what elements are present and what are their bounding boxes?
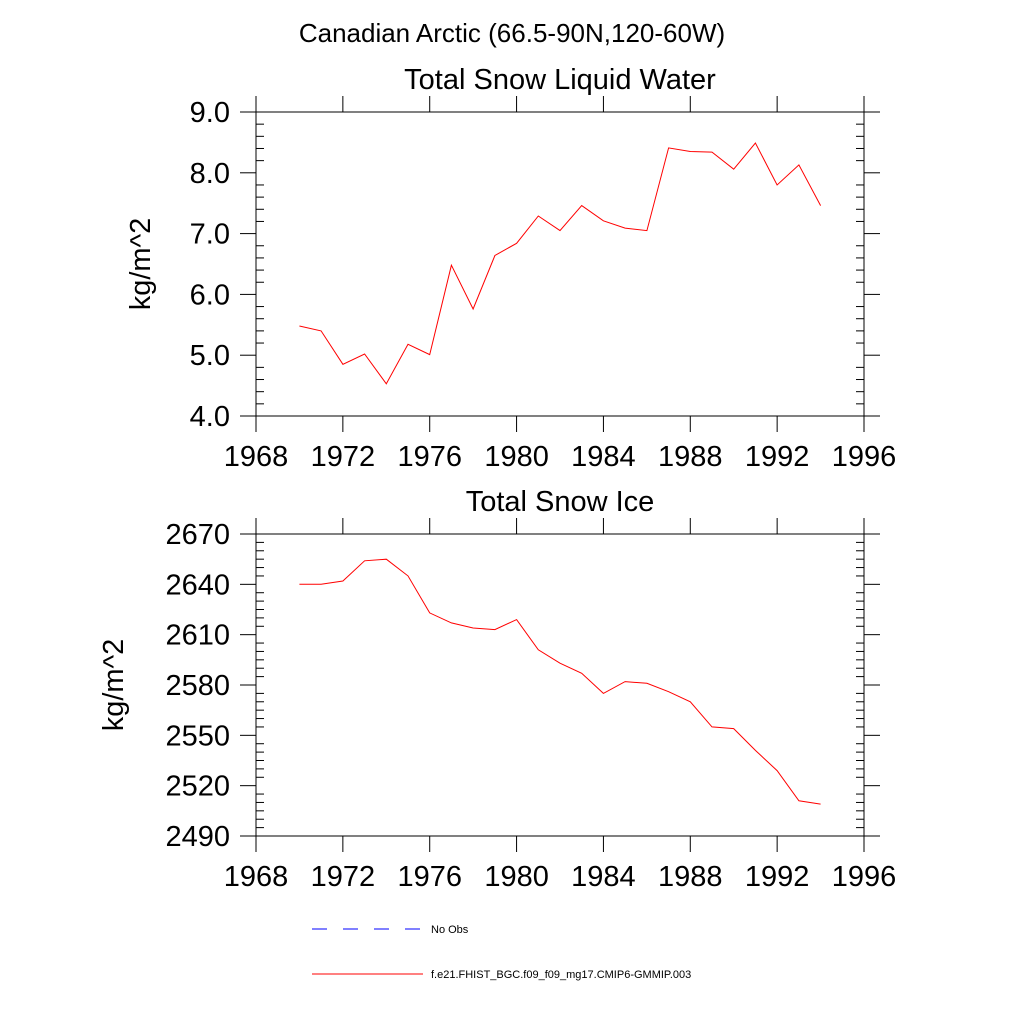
x-tick-label: 1976 — [397, 441, 462, 473]
y-tick-label: 9.0 — [190, 97, 230, 129]
x-tick-label: 1996 — [832, 441, 897, 473]
x-tick-label: 1988 — [658, 441, 723, 473]
chart-title: Total Snow Ice — [466, 486, 655, 518]
x-tick-label: 1996 — [832, 861, 897, 893]
x-tick-label: 1980 — [484, 861, 549, 893]
series-line — [299, 142, 822, 385]
y-tick-label: 2640 — [165, 569, 230, 601]
x-tick-label: 1980 — [484, 441, 549, 473]
y-tick-label: 4.0 — [190, 401, 230, 433]
y-tick-label: 2610 — [165, 620, 230, 652]
chart-panels: Total Snow Liquid Water 1968 1972 1976 1980 1… — [98, 64, 896, 893]
chart-liquid: Total Snow Liquid Water 1968 1972 1976 1980 1… — [125, 64, 896, 473]
x-tick-label: 1984 — [571, 861, 636, 893]
x-tick-label: 1988 — [658, 861, 723, 893]
x-tick-label: 1984 — [571, 441, 636, 473]
chart-title: Total Snow Liquid Water — [404, 64, 716, 96]
series-line — [299, 558, 821, 805]
x-tick-label: 1972 — [311, 861, 376, 893]
y-axis-label: kg/m^2 — [125, 218, 157, 311]
y-tick-label: 7.0 — [190, 219, 230, 251]
legend-label-model: f.e21.FHIST_BGC.f09_f09_mg17.CMIP6-GMMIP… — [431, 969, 691, 981]
x-tick-label: 1972 — [311, 441, 376, 473]
y-tick-label: 5.0 — [190, 340, 230, 372]
legend-label-no-obs: No Obs — [431, 924, 469, 936]
x-tick-label: 1992 — [745, 861, 810, 893]
y-tick-label: 6.0 — [190, 279, 230, 311]
x-tick-label: 1992 — [745, 441, 810, 473]
y-tick-label: 2550 — [165, 720, 230, 752]
x-tick-label: 1976 — [397, 861, 462, 893]
x-tick-label: 1968 — [224, 861, 289, 893]
y-tick-label: 2520 — [165, 771, 230, 803]
x-tick-label: 1968 — [224, 441, 289, 473]
chart-ice: Total Snow Ice 1968 1972 1976 1980 1984 1988 19… — [98, 486, 896, 893]
y-tick-label: 2670 — [165, 519, 230, 551]
plot-frame — [255, 111, 865, 417]
y-tick-label: 2490 — [165, 821, 230, 853]
legend: No Obs f.e21.FHIST_BGC.f09_f09_mg17.CMIP… — [312, 924, 691, 981]
figure-suptitle: Canadian Arctic (66.5-90N,120-60W) — [299, 18, 725, 48]
y-tick-label: 2580 — [165, 670, 230, 702]
y-tick-label: 8.0 — [190, 158, 230, 190]
y-axis-label: kg/m^2 — [98, 639, 130, 732]
